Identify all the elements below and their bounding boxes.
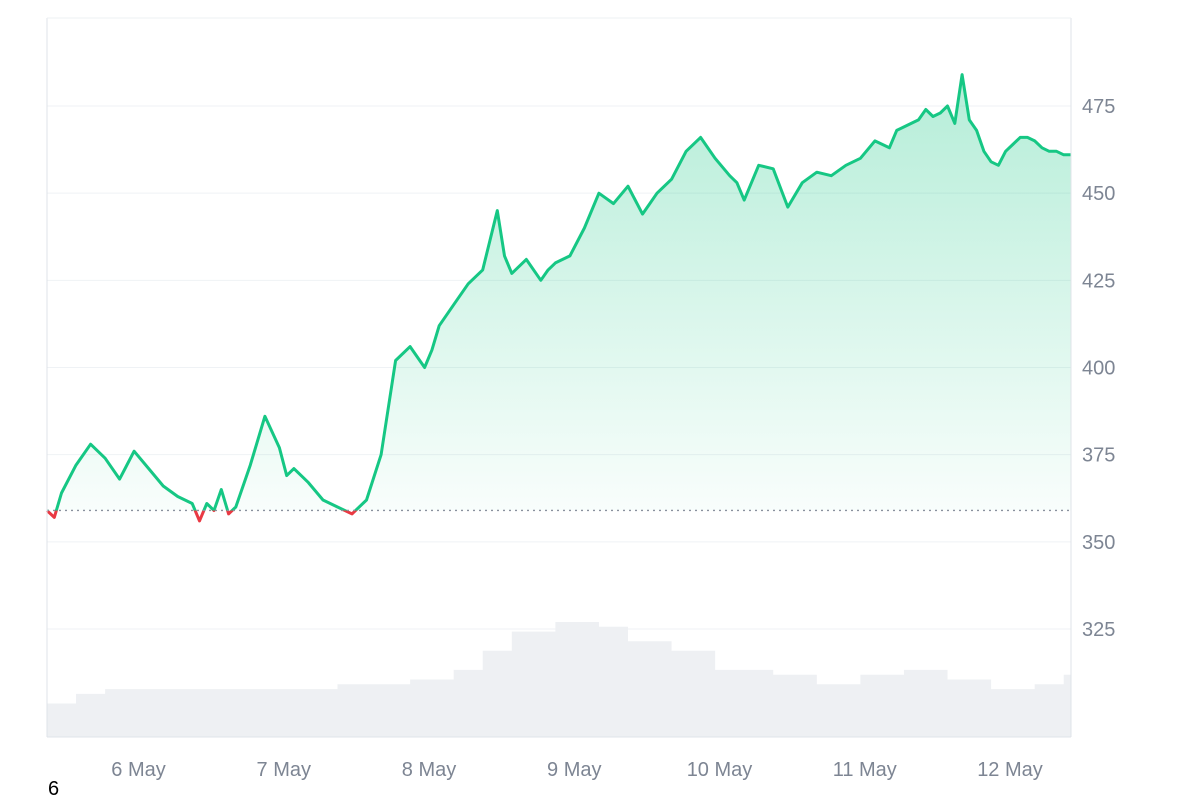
x-tick-label: 10 May — [687, 759, 753, 781]
y-tick-label: 350 — [1082, 532, 1115, 554]
y-tick-label: 450 — [1082, 183, 1115, 205]
volume-bars — [47, 622, 1071, 737]
y-tick-label: 375 — [1082, 445, 1115, 467]
price-line-above — [47, 73, 1071, 511]
y-tick-label: 400 — [1082, 358, 1115, 380]
x-tick-labels: 6 May 7 May 8 May 9 May 10 May 11 May 12 May — [111, 759, 1043, 781]
x-tick-label: 6 May — [111, 759, 165, 781]
y-tick-labels: 325 350 375 400 425 450 475 — [1082, 96, 1115, 641]
x-tick-label: 8 May — [402, 759, 456, 781]
price-area-fill — [56, 74, 1071, 511]
x-tick-label: 7 May — [257, 759, 311, 781]
y-tick-label: 425 — [1082, 270, 1115, 292]
corner-label: 6 — [48, 778, 60, 800]
axes — [46, 17, 1072, 738]
y-tick-label: 325 — [1082, 619, 1115, 641]
price-lines — [45, 73, 1071, 523]
x-tick-label: 9 May — [547, 759, 601, 781]
x-tick-label: 12 May — [977, 759, 1043, 781]
volume-area — [47, 622, 1071, 737]
x-tick-label: 11 May — [833, 759, 897, 781]
price-area — [56, 74, 1071, 511]
y-tick-label: 475 — [1082, 96, 1115, 118]
